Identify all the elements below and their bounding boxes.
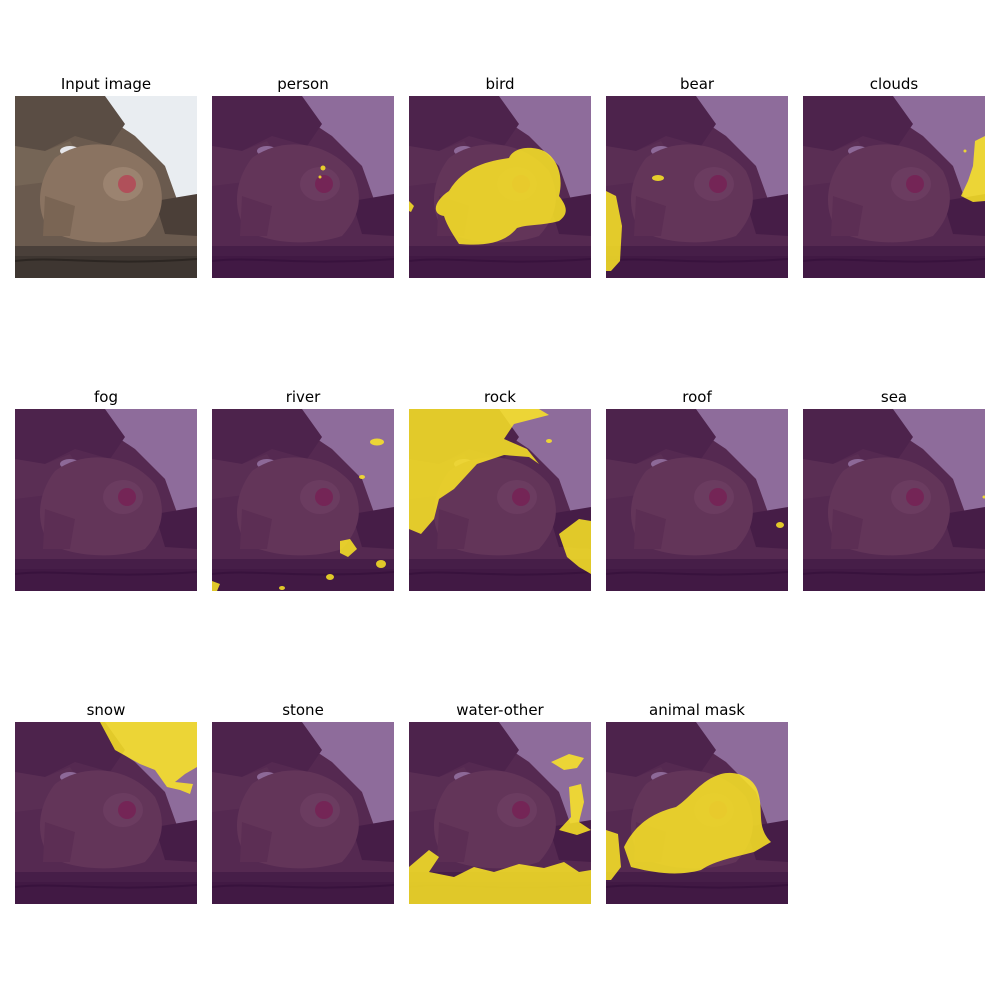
mask-region [606,772,771,880]
bear-mask-overlay [606,96,788,278]
panel-title: sea [880,388,908,406]
mask-region [961,136,985,202]
panel-title: river [285,388,321,406]
panel-title: Input image [60,75,152,93]
overlay-svg [409,96,591,278]
panel-title: animal mask [649,701,745,719]
overlay-svg [212,96,394,278]
animal-mask-overlay [606,722,788,904]
panel-title: clouds [869,75,919,93]
river-mask-overlay [212,409,394,591]
panel-title: person [277,75,329,93]
overlay-svg [606,96,788,278]
water-other-mask-overlay [409,722,591,904]
panel-title: snow [86,701,126,719]
roof-mask-overlay [606,409,788,591]
clouds-mask-overlay [803,96,985,278]
overlay-svg [606,722,788,904]
overlay-svg [15,409,197,591]
panel-title: bird [485,75,515,93]
panel-title: bear [679,75,715,93]
panel-title: rock [484,388,516,406]
photo-svg [15,96,197,278]
input-image [15,96,197,278]
snow-mask-overlay [15,722,197,904]
rock-mask-overlay [409,409,591,591]
mask-region [318,165,326,179]
sea-mask-overlay [803,409,985,591]
mask-region [409,409,591,574]
overlay-svg [409,722,591,904]
panel-title: roof [682,388,712,406]
mask-region [409,754,591,904]
person-mask-overlay [212,96,394,278]
panel-title: stone [282,701,324,719]
mask-region [100,722,197,794]
overlay-svg [409,409,591,591]
overlay-svg [212,409,394,591]
overlay-svg [15,722,197,904]
panel-title: fog [94,388,118,406]
panel-title: water-other [456,701,544,719]
mask-region [982,495,985,499]
mask-region [409,147,566,245]
mask-region [212,438,386,591]
mask-region [776,522,784,528]
mask-region [606,175,664,271]
overlay-svg [606,409,788,591]
overlay-svg [212,722,394,904]
fog-mask-overlay [15,409,197,591]
stone-mask-overlay [212,722,394,904]
overlay-svg [803,409,985,591]
bird-mask-overlay [409,96,591,278]
overlay-svg [803,96,985,278]
